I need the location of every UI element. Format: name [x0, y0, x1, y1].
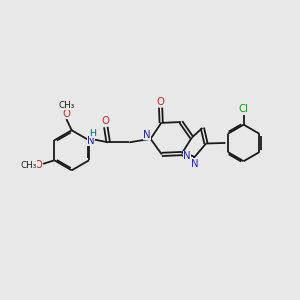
Text: CH₃: CH₃: [21, 160, 37, 169]
Text: O: O: [62, 109, 70, 119]
Text: Cl: Cl: [238, 104, 249, 114]
Text: H: H: [89, 129, 96, 138]
Text: CH₃: CH₃: [58, 101, 74, 110]
Text: O: O: [157, 97, 165, 107]
Text: N: N: [183, 151, 191, 161]
Text: N: N: [190, 158, 198, 169]
Text: N: N: [143, 130, 151, 140]
Text: O: O: [34, 160, 42, 170]
Text: N: N: [87, 136, 94, 146]
Text: O: O: [102, 116, 110, 126]
